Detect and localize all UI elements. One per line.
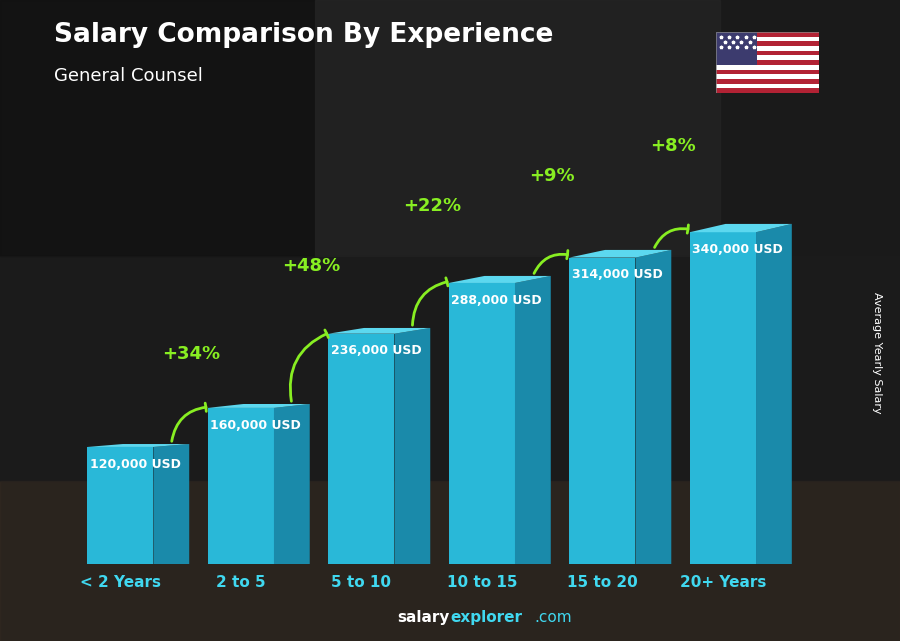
Bar — [716, 51, 819, 56]
Bar — [716, 32, 819, 37]
Polygon shape — [756, 224, 792, 564]
Text: 236,000 USD: 236,000 USD — [330, 344, 421, 358]
Bar — [716, 42, 819, 46]
Polygon shape — [87, 444, 189, 447]
Text: .com: .com — [535, 610, 572, 625]
Bar — [716, 56, 819, 60]
Polygon shape — [689, 224, 792, 232]
Bar — [716, 83, 819, 88]
Bar — [315, 0, 720, 256]
Bar — [716, 79, 819, 83]
Bar — [0, 481, 900, 641]
Bar — [716, 88, 819, 93]
Bar — [716, 65, 819, 69]
Bar — [716, 69, 819, 74]
Bar — [569, 258, 635, 564]
Text: salary: salary — [398, 610, 450, 625]
Text: 314,000 USD: 314,000 USD — [572, 269, 662, 281]
Text: +8%: +8% — [650, 137, 696, 155]
Bar — [87, 447, 153, 564]
Text: 120,000 USD: 120,000 USD — [90, 458, 180, 470]
Text: 160,000 USD: 160,000 USD — [210, 419, 301, 431]
Bar — [689, 232, 756, 564]
Polygon shape — [274, 404, 310, 564]
Text: +48%: +48% — [282, 257, 340, 275]
Bar — [0, 256, 900, 481]
Polygon shape — [394, 328, 430, 564]
Text: General Counsel: General Counsel — [54, 67, 202, 85]
Text: Salary Comparison By Experience: Salary Comparison By Experience — [54, 22, 554, 49]
Text: 340,000 USD: 340,000 USD — [692, 243, 783, 256]
Bar — [716, 74, 819, 79]
Polygon shape — [153, 444, 189, 564]
Polygon shape — [208, 404, 310, 408]
Text: +9%: +9% — [529, 167, 575, 185]
Text: Average Yearly Salary: Average Yearly Salary — [872, 292, 883, 413]
Polygon shape — [569, 250, 671, 258]
Bar — [0, 0, 315, 256]
Polygon shape — [515, 276, 551, 564]
Text: +22%: +22% — [402, 197, 461, 215]
Text: 288,000 USD: 288,000 USD — [451, 294, 542, 306]
Bar — [716, 46, 819, 51]
Bar — [716, 60, 819, 65]
Polygon shape — [635, 250, 671, 564]
Polygon shape — [449, 276, 551, 283]
Bar — [716, 32, 757, 65]
Text: +34%: +34% — [162, 345, 220, 363]
Polygon shape — [328, 328, 430, 334]
Text: explorer: explorer — [450, 610, 522, 625]
Bar — [449, 283, 515, 564]
Bar — [208, 408, 274, 564]
Bar — [716, 37, 819, 42]
Bar — [328, 334, 394, 564]
